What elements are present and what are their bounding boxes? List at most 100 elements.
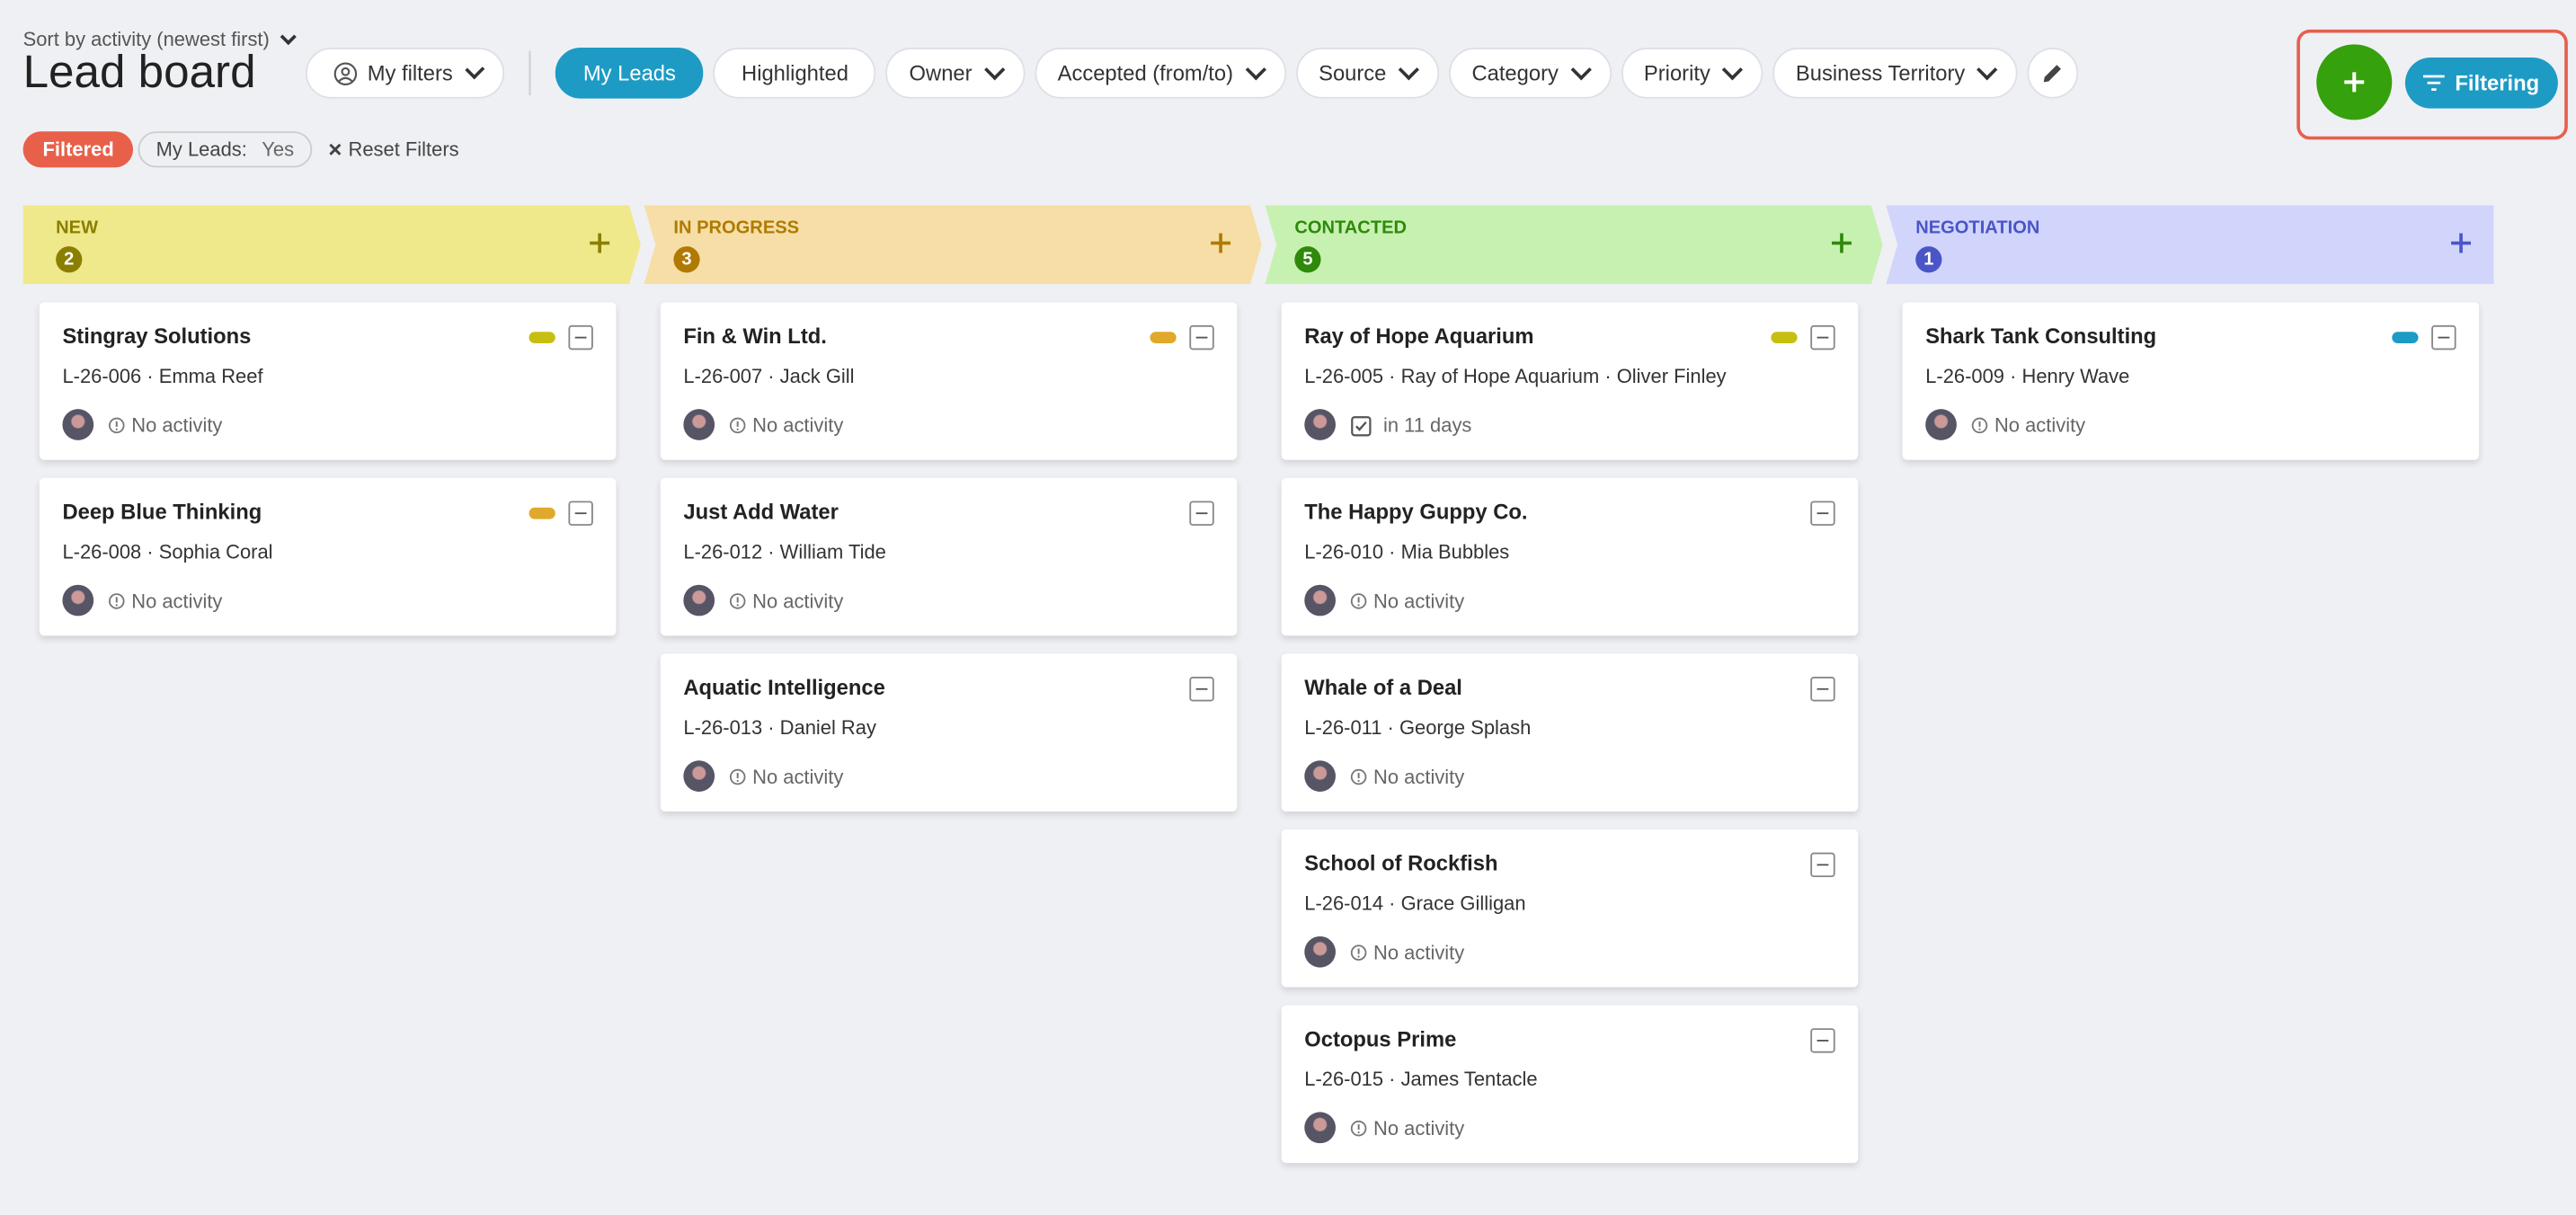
filtering-button[interactable]: Filtering (2404, 57, 2558, 109)
lead-card[interactable]: Aquatic Intelligence L-26-013 · Daniel Ra… (660, 653, 1238, 811)
icon (1351, 415, 1372, 436)
add-button[interactable] (2316, 44, 2393, 120)
activity-text: No activity (1994, 413, 2086, 438)
card-title: Stingray Solutions (62, 324, 252, 349)
card-title: Octopus Prime (1304, 1026, 1457, 1051)
activity-icon (1350, 1120, 1367, 1137)
activity-icon (109, 417, 125, 434)
lead-card[interactable]: Deep Blue Thinking L-26-008 · Sophia Cora… (39, 477, 617, 636)
card-title: Deep Blue Thinking (62, 499, 262, 525)
filter-label: Highlighted (742, 60, 848, 86)
pencil-icon (2044, 65, 2062, 83)
card-subtitle: L-26-014 · Grace Gilligan (1304, 891, 1526, 916)
activity-text: No activity (752, 413, 844, 438)
lead-card[interactable]: Ray of Hope Aquarium L-26-005 · Ray of Ho… (1281, 302, 1859, 460)
owner-avatar (683, 584, 715, 616)
add-to-column[interactable] (1832, 234, 1852, 253)
chip-value: Yes (262, 137, 295, 162)
card-activity: No activity (1350, 766, 1464, 788)
filter-chip[interactable]: My Leads: Yes (138, 131, 313, 168)
chevron (1976, 59, 1998, 81)
select-checkbox[interactable] (1810, 501, 1835, 526)
select-checkbox[interactable] (568, 324, 593, 350)
lead-card[interactable]: Octopus Prime L-26-015 · James Tentacle No… (1281, 1005, 1859, 1164)
edit-filters[interactable] (2027, 48, 2079, 99)
chevron (983, 59, 1005, 81)
column-header: NEW 2 (23, 205, 641, 284)
owner-avatar (62, 409, 94, 440)
owner-avatar (683, 409, 715, 440)
filter-button[interactable]: Highlighted (713, 48, 876, 99)
lead-card[interactable]: Stingray Solutions L-26-006 · Emma Reef No… (39, 302, 617, 460)
filter-icon (2423, 75, 2446, 91)
select-checkbox[interactable] (1810, 1028, 1835, 1053)
lead-card[interactable]: Fin & Win Ltd. L-26-007 · Jack Gill No act… (660, 302, 1238, 460)
select-checkbox[interactable] (1810, 852, 1835, 878)
select-checkbox[interactable] (1189, 501, 1214, 526)
select-checkbox[interactable] (1189, 324, 1214, 350)
owner-avatar (1304, 760, 1337, 793)
column-header: CONTACTED 5 (1265, 205, 1882, 284)
select-checkbox[interactable] (568, 501, 593, 526)
card-subtitle: L-26-012 · William Tide (683, 540, 886, 563)
card-activity: No activity (1350, 590, 1464, 613)
card-subtitle: L-26-007 · Jack Gill (683, 364, 855, 388)
activity-text: No activity (752, 765, 844, 789)
lead-card[interactable]: School of Rockfish L-26-014 · Grace Gilli… (1281, 829, 1859, 988)
card-title: Shark Tank Consulting (1925, 324, 2157, 349)
add-to-column[interactable] (590, 234, 609, 253)
add-to-column[interactable] (1211, 234, 1230, 253)
chevron (1721, 59, 1744, 81)
activity-icon (1350, 593, 1367, 609)
owner-avatar (1925, 409, 1957, 440)
card-title: Ray of Hope Aquarium (1304, 324, 1534, 349)
sort-control[interactable]: Sort by activity (newest first) (22, 28, 297, 51)
filter-button[interactable]: Category (1448, 48, 1612, 99)
lead-card[interactable]: Just Add Water L-26-012 · William Tide No … (660, 477, 1238, 636)
filter-button[interactable]: Source (1295, 48, 1439, 99)
filter-button[interactable]: Owner (885, 48, 1026, 99)
filter-button[interactable]: Accepted (from/to) (1035, 48, 1286, 99)
lead-card[interactable]: Shark Tank Consulting L-26-009 · Henry Wa… (1902, 302, 2480, 460)
activity-icon (729, 417, 746, 434)
chevron (1569, 59, 1592, 81)
lead-card[interactable]: The Happy Guppy Co. L-26-010 · Mia Bubble… (1281, 477, 1859, 636)
activity-text: No activity (131, 413, 223, 438)
owner-avatar (1304, 409, 1337, 440)
icon (1350, 945, 1367, 961)
select-checkbox[interactable] (1189, 677, 1214, 702)
owner-avatar (1304, 1112, 1337, 1144)
chevron (1245, 59, 1266, 81)
card-activity: No activity (729, 590, 843, 613)
page-title: Lead board (22, 46, 256, 97)
priority-tag (2392, 332, 2419, 344)
filter-button[interactable]: Business Territory (1772, 48, 2018, 99)
icon (729, 768, 746, 785)
activity-text: No activity (1373, 590, 1465, 613)
card-activity: No activity (729, 413, 844, 438)
activity-icon (729, 593, 746, 609)
filter-button[interactable]: My Leads (555, 48, 704, 99)
activity-icon (1350, 415, 1376, 437)
filter-label: Priority (1643, 60, 1710, 86)
sort-label: Sort by activity (newest first) (22, 28, 270, 51)
owner-avatar (62, 584, 94, 616)
select-checkbox[interactable] (1810, 324, 1835, 350)
card-subtitle: L-26-008 · Sophia Coral (62, 540, 273, 563)
select-checkbox[interactable] (2431, 324, 2456, 350)
select-checkbox[interactable] (1810, 677, 1835, 702)
lead-card[interactable]: Whale of a Deal L-26-011 · George Splash N… (1281, 653, 1859, 811)
icon (1350, 1120, 1367, 1137)
add-to-column[interactable] (2451, 233, 2472, 253)
activity-text: No activity (1373, 1116, 1465, 1140)
highlight-box (2296, 29, 2568, 140)
card-subtitle: L-26-009 · Henry Wave (1925, 364, 2130, 388)
filtered-badge: Filtered (22, 131, 134, 168)
my-filters[interactable]: My filters (305, 48, 505, 99)
card-activity: No activity (109, 413, 223, 438)
filter-button[interactable]: Priority (1621, 48, 1763, 99)
column-name: CONTACTED (1294, 218, 1408, 239)
card-subtitle: L-26-010 · Mia Bubbles (1304, 540, 1510, 563)
card-activity: No activity (1350, 1117, 1464, 1140)
reset-filters[interactable]: Reset Filters (329, 138, 459, 161)
